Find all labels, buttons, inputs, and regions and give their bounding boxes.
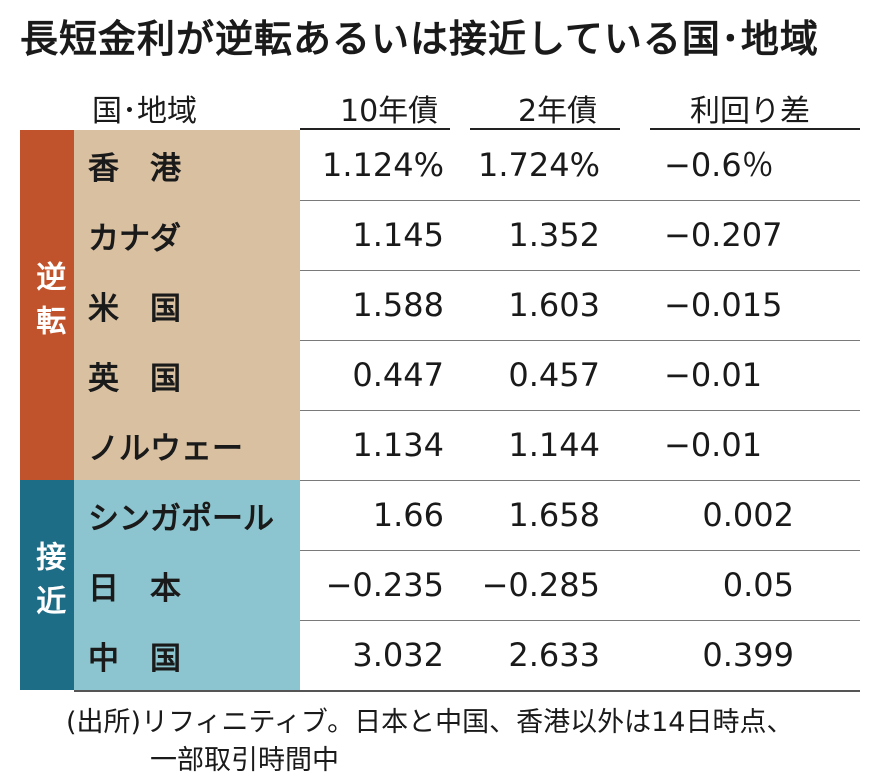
yield-2y: 0.457 bbox=[508, 356, 600, 394]
yield-spread: 0.002 bbox=[702, 496, 794, 534]
table-row: 米 国 1.588 1.603 −0.015 bbox=[74, 270, 860, 341]
yield-spread: −0.207 bbox=[664, 216, 783, 254]
yield-2y: 1.352 bbox=[508, 216, 600, 254]
yield-spread: −0.01 bbox=[664, 426, 763, 464]
table-header: 国･地域 10年債 2年債 利回り差 bbox=[0, 82, 881, 130]
header-underline bbox=[650, 128, 860, 130]
group-label-near: 接近 bbox=[20, 480, 74, 690]
table-row: シンガポール 1.66 1.658 0.002 bbox=[74, 480, 860, 551]
group-label-text: 接近 bbox=[30, 541, 66, 629]
header-underline bbox=[300, 128, 450, 130]
country-name: 中 国 bbox=[74, 620, 300, 690]
yield-2y: 2.633 bbox=[508, 636, 600, 674]
yield-10y: 1.134 bbox=[352, 426, 444, 464]
table-row: 日 本 −0.235 −0.285 0.05 bbox=[74, 550, 860, 621]
header-2y: 2年債 bbox=[518, 94, 598, 129]
yield-10y: 1.124% bbox=[321, 146, 444, 184]
yield-10y: 3.032 bbox=[352, 636, 444, 674]
header-10y: 10年債 bbox=[340, 94, 439, 129]
country-name: ノルウェー bbox=[74, 410, 300, 480]
page-title: 長短金利が逆転あるいは接近している国･地域 bbox=[20, 17, 819, 61]
source-note: (出所)リフィニティブ。日本と中国、香港以外は14日時点、 一部取引時間中 bbox=[66, 704, 793, 780]
table-row: 中 国 3.032 2.633 0.399 bbox=[74, 620, 860, 692]
yield-2y: 1.724% bbox=[477, 146, 600, 184]
country-name: シンガポール bbox=[74, 480, 300, 550]
header-spread: 利回り差 bbox=[690, 94, 810, 129]
country-name: 日 本 bbox=[74, 550, 300, 620]
table-row: カナダ 1.145 1.352 −0.207 bbox=[74, 200, 860, 271]
table-row: 香 港 1.124% 1.724% −0.6％ bbox=[74, 130, 860, 201]
yield-10y: 0.447 bbox=[352, 356, 444, 394]
source-note-line: 一部取引時間中 bbox=[150, 745, 339, 776]
country-name: 米 国 bbox=[74, 270, 300, 340]
yield-2y: −0.285 bbox=[481, 566, 600, 604]
yield-10y: 1.66 bbox=[372, 496, 444, 534]
yield-2y: 1.144 bbox=[508, 426, 600, 464]
yield-10y: −0.235 bbox=[325, 566, 444, 604]
yield-10y: 1.145 bbox=[352, 216, 444, 254]
yield-10y: 1.588 bbox=[352, 286, 444, 324]
group-label-text: 逆転 bbox=[30, 261, 66, 349]
group-label-inverted: 逆転 bbox=[20, 130, 74, 480]
yield-spread: −0.01 bbox=[664, 356, 763, 394]
table-row: ノルウェー 1.134 1.144 −0.01 bbox=[74, 410, 860, 481]
country-name: カナダ bbox=[74, 200, 300, 270]
table-row: 英 国 0.447 0.457 −0.01 bbox=[74, 340, 860, 411]
country-name: 香 港 bbox=[74, 130, 300, 200]
yield-2y: 1.603 bbox=[508, 286, 600, 324]
source-note-line: (出所)リフィニティブ。日本と中国、香港以外は14日時点、 bbox=[66, 707, 794, 738]
yield-spread: −0.015 bbox=[664, 286, 783, 324]
header-underline bbox=[470, 128, 620, 130]
country-name: 英 国 bbox=[74, 340, 300, 410]
yield-2y: 1.658 bbox=[508, 496, 600, 534]
yield-spread: 0.05 bbox=[722, 566, 794, 604]
header-country: 国･地域 bbox=[92, 94, 197, 129]
yield-spread: 0.399 bbox=[702, 636, 794, 674]
yield-spread: −0.6％ bbox=[664, 146, 774, 184]
